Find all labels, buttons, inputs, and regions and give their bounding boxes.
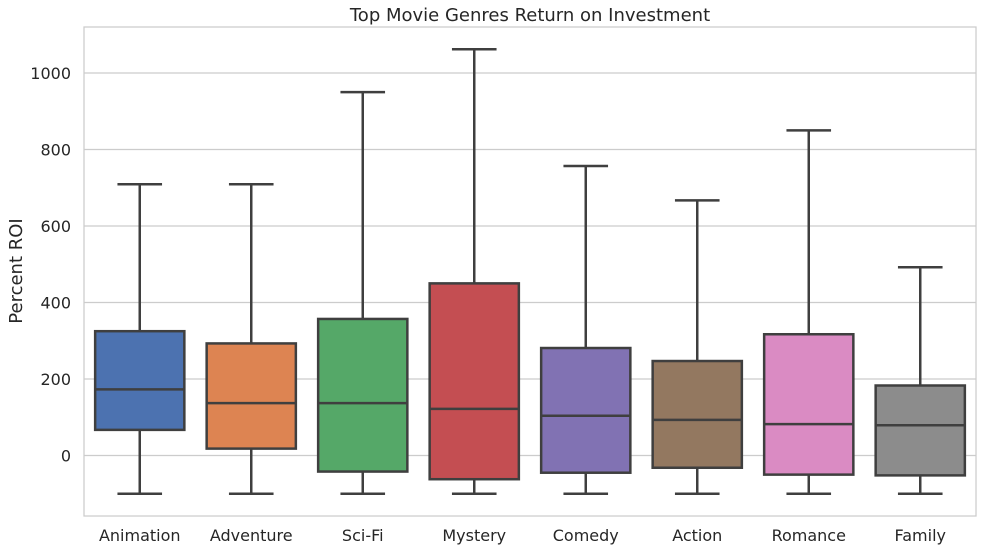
box-comedy — [539, 164, 632, 495]
y-tick-label: 800 — [40, 141, 71, 160]
box-mystery — [428, 48, 521, 495]
y-tick-label: 200 — [40, 370, 71, 389]
box-body — [93, 329, 186, 432]
y-tick-label: 1000 — [30, 64, 71, 83]
box-romance — [762, 129, 855, 495]
box-body — [762, 332, 855, 476]
y-axis-label: Percent ROI — [6, 218, 27, 323]
box-body — [205, 342, 298, 450]
x-tick-labels: Animation Adventure Sci-Fi Mystery Comedy Act… — [99, 526, 946, 545]
box-family — [874, 266, 967, 495]
x-tick-label: Adventure — [210, 526, 293, 545]
box-sci-fi — [316, 90, 409, 495]
y-tick-label: 400 — [40, 294, 71, 313]
x-tick-label: Romance — [772, 526, 846, 545]
box-animation — [93, 183, 186, 495]
y-tick-label: 0 — [61, 447, 71, 466]
box-body — [651, 359, 744, 469]
box-action — [651, 199, 744, 495]
x-tick-label: Animation — [99, 526, 181, 545]
x-tick-label: Comedy — [553, 526, 619, 545]
x-tick-label: Sci-Fi — [342, 526, 384, 545]
box-body — [428, 282, 521, 481]
y-tick-labels: 0 200 400 600 800 1000 — [30, 64, 71, 466]
x-tick-label: Action — [672, 526, 722, 545]
box-body — [539, 346, 632, 474]
box-body — [316, 317, 409, 473]
box-body — [874, 384, 967, 477]
boxes — [93, 48, 967, 495]
x-tick-label: Family — [895, 526, 946, 545]
y-tick-label: 600 — [40, 217, 71, 236]
x-tick-label: Mystery — [442, 526, 506, 545]
chart-title: Top Movie Genres Return on Investment — [349, 5, 710, 26]
box-adventure — [205, 183, 298, 495]
